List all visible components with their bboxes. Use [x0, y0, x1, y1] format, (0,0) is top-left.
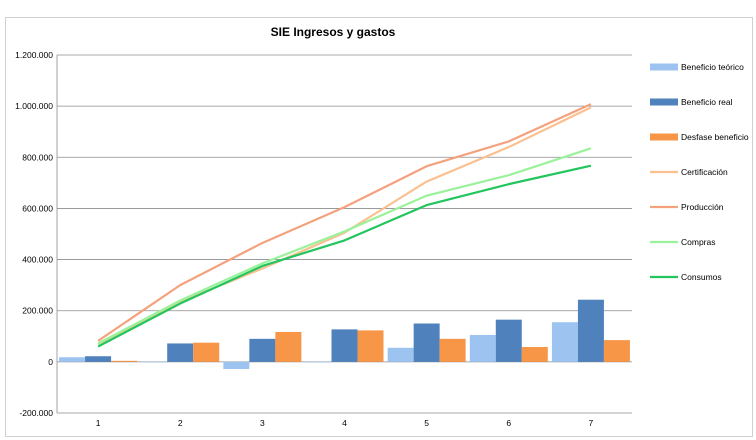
legend-swatch: [650, 133, 678, 141]
legend-swatch: [650, 98, 678, 106]
legend-label: Compras: [681, 237, 715, 247]
x-ticks: 1 2 3 4 5 6 7: [96, 418, 594, 428]
bar: [249, 338, 276, 362]
bar: [577, 299, 604, 362]
y-tick-label: 1.000.000: [15, 101, 53, 111]
y-tick-label: 800.000: [22, 152, 53, 162]
bar: [439, 338, 466, 362]
lines: [97, 103, 592, 348]
bar: [167, 343, 194, 362]
bar: [223, 361, 250, 370]
bar: [305, 361, 332, 363]
bar: [275, 331, 302, 362]
series-line: [97, 147, 592, 345]
legend-label: Producción: [681, 202, 724, 212]
bar: [331, 329, 358, 362]
legend-label: Consumos: [681, 272, 722, 282]
x-tick-label: 6: [506, 418, 511, 428]
bar: [111, 360, 138, 362]
bar: [357, 330, 384, 362]
y-tick-label: 1.200.000: [15, 50, 53, 60]
chart-frame: [5, 17, 753, 437]
bar: [193, 342, 220, 362]
series-line: [97, 103, 592, 342]
legend-label: Beneficio teórico: [681, 62, 744, 72]
bar: [59, 357, 86, 362]
legend: Beneficio teórico Beneficio real Desfase b…: [650, 62, 749, 282]
legend-label: Desfase beneficio: [681, 132, 749, 142]
bar: [413, 323, 440, 362]
legend-label: Beneficio real: [681, 97, 733, 107]
x-tick-label: 3: [260, 418, 265, 428]
y-tick-label: 600.000: [22, 203, 53, 213]
x-tick-label: 7: [589, 418, 594, 428]
bar: [603, 340, 630, 362]
y-tick-label: 0: [48, 357, 53, 367]
x-tick-label: 1: [96, 418, 101, 428]
bar: [521, 347, 548, 362]
chart-title: SIE Ingresos y gastos: [271, 25, 396, 39]
bar: [85, 356, 112, 362]
series-line: [97, 164, 592, 348]
series-line: [97, 106, 592, 345]
legend-label: Certificación: [681, 167, 728, 177]
bar: [495, 319, 522, 362]
y-tick-label: 200.000: [22, 306, 53, 316]
bars: [59, 299, 630, 370]
bar: [141, 361, 168, 363]
bar: [387, 347, 414, 362]
bar: [551, 322, 578, 362]
x-tick-label: 2: [178, 418, 183, 428]
y-ticks: -200.000 0 200.000 400.000 600.000 800.000 1.0…: [15, 50, 53, 418]
bar: [469, 335, 496, 362]
legend-swatch: [650, 63, 678, 71]
x-tick-label: 5: [424, 418, 429, 428]
x-tick-label: 4: [342, 418, 347, 428]
y-tick-label: 400.000: [22, 255, 53, 265]
y-tick-label: -200.000: [19, 408, 53, 418]
